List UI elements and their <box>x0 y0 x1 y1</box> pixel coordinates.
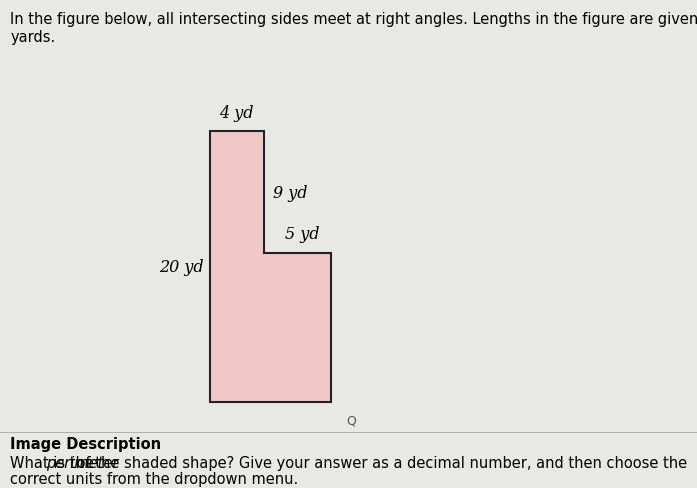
Text: Image Description: Image Description <box>10 436 162 451</box>
Text: perimeter: perimeter <box>46 455 118 470</box>
Text: Q: Q <box>346 413 357 427</box>
Text: What is the: What is the <box>10 455 99 470</box>
Text: 20 yd: 20 yd <box>160 259 204 276</box>
Text: 5 yd: 5 yd <box>285 226 320 243</box>
Text: correct units from the dropdown menu.: correct units from the dropdown menu. <box>10 471 299 486</box>
Text: of the shaded shape? Give your answer as a decimal number, and then choose the: of the shaded shape? Give your answer as… <box>72 455 687 470</box>
Text: 4 yd: 4 yd <box>220 104 254 122</box>
Text: In the figure below, all intersecting sides meet at right angles. Lengths in the: In the figure below, all intersecting si… <box>10 12 697 44</box>
Text: 9 yd: 9 yd <box>273 184 307 202</box>
Polygon shape <box>210 132 331 403</box>
